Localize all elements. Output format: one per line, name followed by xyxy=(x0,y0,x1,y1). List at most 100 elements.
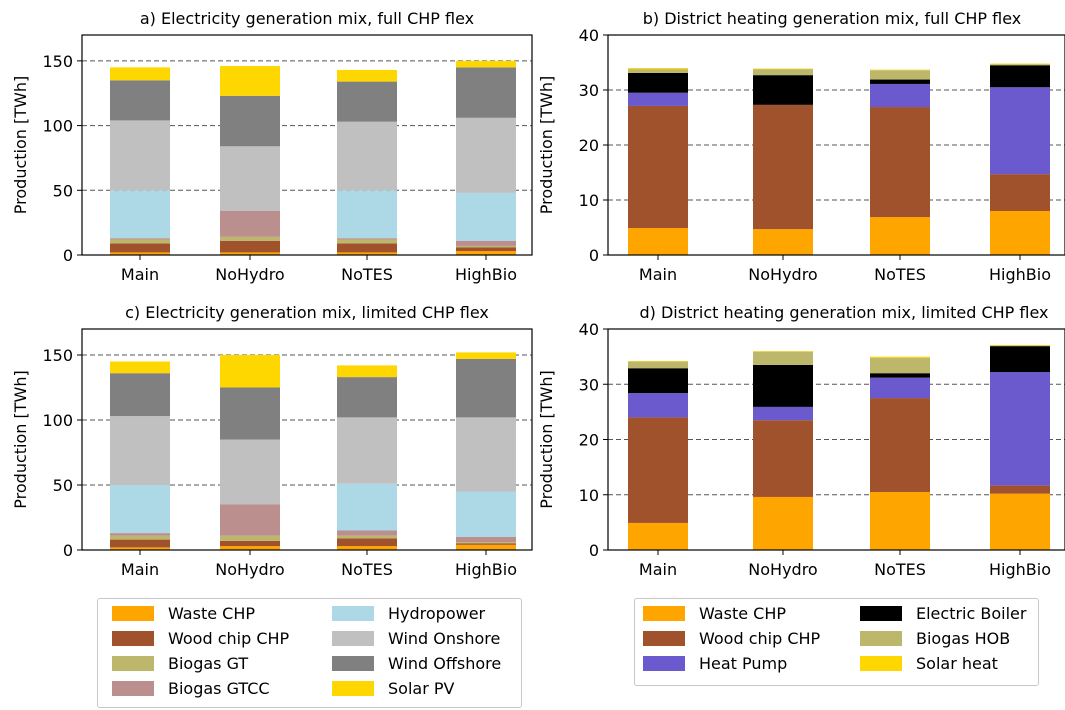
bar-segment xyxy=(628,106,688,228)
bar-segment xyxy=(337,377,397,417)
legend-label: Biogas GT xyxy=(168,654,248,673)
x-tick-label: HighBio xyxy=(989,265,1051,284)
legend-item: Biogas GTCC xyxy=(112,678,270,698)
legend-item: Wind Onshore xyxy=(332,628,500,648)
bar-segment xyxy=(220,505,280,536)
bar-segment xyxy=(337,536,397,539)
legend-item: Hydropower xyxy=(332,603,485,623)
legend-label: Waste CHP xyxy=(168,604,255,623)
bar-segment xyxy=(753,229,813,255)
bar-segment xyxy=(456,193,516,241)
bar-segment xyxy=(337,538,397,546)
y-tick-label: 50 xyxy=(53,181,73,200)
legend-swatch xyxy=(860,606,902,621)
bar-segment xyxy=(220,536,280,541)
legend-label: Wood chip CHP xyxy=(168,629,289,648)
legend-item: Waste CHP xyxy=(643,603,786,623)
legend-swatch xyxy=(332,681,374,696)
bar-segment xyxy=(628,73,688,93)
bar-segment xyxy=(990,174,1050,211)
bar-segment xyxy=(220,96,280,146)
y-tick-label: 20 xyxy=(579,136,599,155)
bar-segment xyxy=(990,372,1050,485)
bar-segment xyxy=(110,485,170,533)
bar-segment xyxy=(220,440,280,505)
x-tick-label: NoHydro xyxy=(748,265,817,284)
y-tick-label: 150 xyxy=(42,52,73,71)
y-axis-label: Production [TWh] xyxy=(11,370,30,508)
legend-item: Biogas HOB xyxy=(860,628,1010,648)
y-tick-label: 30 xyxy=(579,375,599,394)
legend-item: Wood chip CHP xyxy=(112,628,289,648)
bar-segment xyxy=(628,69,688,73)
bar-segment xyxy=(870,358,930,373)
bar-segment xyxy=(110,238,170,239)
bar-segment xyxy=(870,84,930,107)
legend-label: Wind Offshore xyxy=(388,654,501,673)
legend-swatch xyxy=(112,606,154,621)
bar-segment xyxy=(456,61,516,67)
legend-item: Biogas GT xyxy=(112,653,248,673)
x-tick-label: NoHydro xyxy=(748,560,817,579)
bar-segment xyxy=(628,393,688,417)
y-tick-label: 0 xyxy=(589,246,599,265)
legend-label: Wind Onshore xyxy=(388,629,500,648)
bar-segment xyxy=(220,66,280,96)
bar-segment xyxy=(456,352,516,359)
legend-label: Wood chip CHP xyxy=(699,629,820,648)
bar-segment xyxy=(870,373,930,377)
legend-swatch xyxy=(860,656,902,671)
bar-segment xyxy=(110,239,170,243)
bar-segment xyxy=(753,75,813,105)
legend-swatch xyxy=(643,606,685,621)
bar-segment xyxy=(628,68,688,69)
bar-segment xyxy=(990,494,1050,550)
legend-swatch xyxy=(332,656,374,671)
x-tick-label: NoTES xyxy=(341,265,393,284)
bar-segment xyxy=(337,190,397,238)
legend-item: Electric Boiler xyxy=(860,603,1026,623)
legend-swatch xyxy=(643,631,685,646)
bar-segment xyxy=(753,365,813,407)
bar-segment xyxy=(220,541,280,546)
bar-segment xyxy=(110,540,170,548)
bar-segment xyxy=(990,485,1050,493)
bar-segment xyxy=(220,237,280,241)
legend-item: Solar heat xyxy=(860,653,998,673)
bar-segment xyxy=(870,357,930,358)
legend-swatch xyxy=(112,631,154,646)
bar-segment xyxy=(337,531,397,536)
bar-segment xyxy=(110,533,170,536)
bar-segment xyxy=(870,378,930,398)
chart-panel-c: 050100150Main NoHydro NoTES HighBioc) Elect… xyxy=(11,303,532,579)
bar-segment xyxy=(753,351,813,352)
bar-segment xyxy=(110,362,170,374)
bar-segment xyxy=(456,492,516,538)
bar-segment xyxy=(456,247,516,251)
bar-segment xyxy=(456,417,516,491)
bar-segment xyxy=(990,346,1050,372)
y-tick-label: 0 xyxy=(63,246,73,265)
bar-segment xyxy=(753,69,813,75)
x-tick-label: NoTES xyxy=(874,265,926,284)
bar-segment xyxy=(110,67,170,80)
bar-segment xyxy=(753,69,813,70)
y-axis-label: Production [TWh] xyxy=(537,370,556,508)
bar-segment xyxy=(110,243,170,252)
chart-title: b) District heating generation mix, full… xyxy=(643,9,1022,28)
y-tick-label: 30 xyxy=(579,81,599,100)
chart-panel-d: 010203040Main NoHydro NoTES HighBiod) Distr… xyxy=(537,303,1065,579)
bar-segment xyxy=(110,190,170,238)
y-tick-label: 40 xyxy=(579,26,599,45)
x-tick-label: Main xyxy=(639,560,677,579)
bar-segment xyxy=(456,537,516,542)
bar-segment xyxy=(456,118,516,193)
chart-panel-b: 0 10 20 30 40 Main NoHydro NoTES HighBio b) Distr… xyxy=(537,9,1065,284)
bar-segment xyxy=(628,228,688,255)
bar-segment xyxy=(753,105,813,229)
legend-item: Waste CHP xyxy=(112,603,255,623)
bar-segment xyxy=(870,80,930,84)
bar-segment xyxy=(456,545,516,550)
bar-segment xyxy=(628,362,688,369)
